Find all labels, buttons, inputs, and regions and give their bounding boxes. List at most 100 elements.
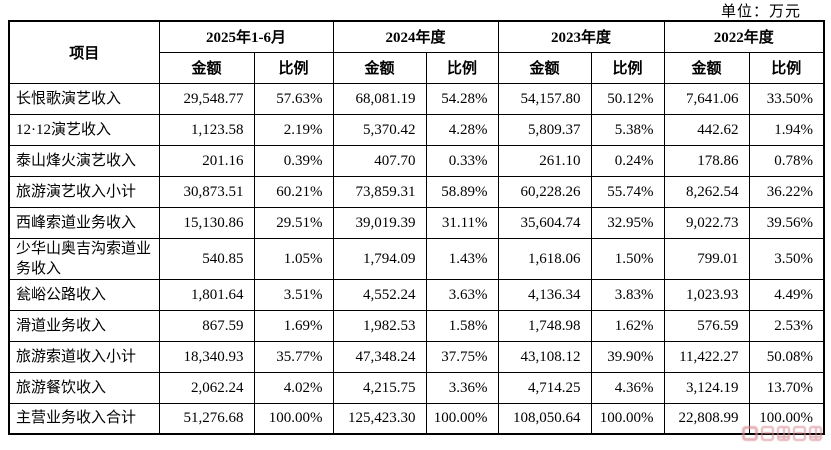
subheader-ratio: 比例 <box>748 51 825 84</box>
row-label: 旅游索道收入小计 <box>8 340 160 373</box>
ratio-cell: 1.58% <box>425 309 499 342</box>
row-label: 主营业务收入合计 <box>8 402 160 435</box>
ratio-cell: 35.77% <box>253 340 334 373</box>
table-row: 西峰索道业务收入 15,130.86 29.51% 39,019.39 31.1… <box>8 206 825 239</box>
table-row: 瓮峪公路收入 1,801.64 3.51% 4,552.24 3.63% 4,1… <box>8 278 825 311</box>
ratio-cell: 0.78% <box>748 144 825 177</box>
amount-cell: 1,618.06 <box>497 237 592 280</box>
amount-cell: 9,022.73 <box>663 206 750 239</box>
ratio-cell: 1.62% <box>590 309 665 342</box>
ratio-cell: 3.63% <box>425 278 499 311</box>
ratio-cell: 3.50% <box>748 237 825 280</box>
amount-cell: 30,873.51 <box>158 175 255 208</box>
row-label: 旅游演艺收入小计 <box>8 175 160 208</box>
ratio-cell: 1.69% <box>253 309 334 342</box>
subheader-amount: 金额 <box>663 51 750 84</box>
row-label: 少华山奥吉沟索道业务收入 <box>8 237 160 280</box>
amount-cell: 35,604.74 <box>497 206 592 239</box>
subheader-ratio: 比例 <box>253 51 334 84</box>
amount-cell: 68,081.19 <box>332 82 427 115</box>
amount-cell: 4,714.25 <box>497 371 592 404</box>
table-row: 旅游索道收入小计 18,340.93 35.77% 47,348.24 37.7… <box>8 340 825 373</box>
amount-cell: 1,982.53 <box>332 309 427 342</box>
ratio-cell: 50.08% <box>748 340 825 373</box>
amount-cell: 54,157.80 <box>497 82 592 115</box>
amount-cell: 1,801.64 <box>158 278 255 311</box>
row-label: 12·12演艺收入 <box>8 113 160 146</box>
ratio-cell: 29.51% <box>253 206 334 239</box>
ratio-cell: 60.21% <box>253 175 334 208</box>
amount-cell: 60,228.26 <box>497 175 592 208</box>
ratio-cell: 2.53% <box>748 309 825 342</box>
amount-cell: 8,262.54 <box>663 175 750 208</box>
subheader-amount: 金额 <box>332 51 427 84</box>
ratio-cell: 2.19% <box>253 113 334 146</box>
revenue-breakdown-table: 项目 2025年1-6月 2024年度 2023年度 2022年度 金额 比例 … <box>8 20 826 435</box>
subheader-ratio: 比例 <box>425 51 499 84</box>
amount-cell: 2,062.24 <box>158 371 255 404</box>
ratio-cell: 100.00% <box>425 402 499 435</box>
amount-cell: 799.01 <box>663 237 750 280</box>
row-label: 旅游餐饮收入 <box>8 371 160 404</box>
amount-cell: 5,809.37 <box>497 113 592 146</box>
ratio-cell: 13.70% <box>748 371 825 404</box>
amount-cell: 540.85 <box>158 237 255 280</box>
ratio-cell: 1.50% <box>590 237 665 280</box>
ratio-cell: 5.38% <box>590 113 665 146</box>
amount-cell: 3,124.19 <box>663 371 750 404</box>
ratio-cell: 1.43% <box>425 237 499 280</box>
ratio-cell: 100.00% <box>590 402 665 435</box>
ratio-cell: 4.28% <box>425 113 499 146</box>
ratio-cell: 57.63% <box>253 82 334 115</box>
header-sub-row: 金额 比例 金额 比例 金额 比例 金额 比例 <box>9 51 825 84</box>
amount-cell: 201.16 <box>158 144 255 177</box>
amount-cell: 442.62 <box>663 113 750 146</box>
amount-cell: 576.59 <box>663 309 750 342</box>
ratio-cell: 4.49% <box>748 278 825 311</box>
ratio-cell: 3.36% <box>425 371 499 404</box>
table-row: 泰山烽火演艺收入 201.16 0.39% 407.70 0.33% 261.1… <box>8 144 825 177</box>
row-label: 西峰索道业务收入 <box>8 206 160 239</box>
amount-cell: 11,422.27 <box>663 340 750 373</box>
ratio-cell: 100.00% <box>748 402 825 435</box>
amount-cell: 178.86 <box>663 144 750 177</box>
row-label: 滑道业务收入 <box>8 309 160 342</box>
amount-cell: 1,023.93 <box>663 278 750 311</box>
row-label: 瓮峪公路收入 <box>8 278 160 311</box>
ratio-cell: 0.39% <box>253 144 334 177</box>
amount-cell: 4,552.24 <box>332 278 427 311</box>
amount-cell: 1,748.98 <box>497 309 592 342</box>
ratio-cell: 32.95% <box>590 206 665 239</box>
ratio-cell: 36.22% <box>748 175 825 208</box>
ratio-cell: 37.75% <box>425 340 499 373</box>
ratio-cell: 3.51% <box>253 278 334 311</box>
amount-cell: 43,108.12 <box>497 340 592 373</box>
amount-cell: 1,123.58 <box>158 113 255 146</box>
ratio-cell: 54.28% <box>425 82 499 115</box>
ratio-cell: 4.02% <box>253 371 334 404</box>
ratio-cell: 39.56% <box>748 206 825 239</box>
ratio-cell: 100.00% <box>253 402 334 435</box>
amount-cell: 108,050.64 <box>497 402 592 435</box>
amount-cell: 261.10 <box>497 144 592 177</box>
subheader-amount: 金额 <box>158 51 255 84</box>
unit-label: 单位：万元 <box>720 4 801 20</box>
ratio-cell: 0.24% <box>590 144 665 177</box>
amount-cell: 4,136.34 <box>497 278 592 311</box>
column-header-item: 项目 <box>8 20 160 84</box>
ratio-cell: 0.33% <box>425 144 499 177</box>
period-header-2025h1: 2025年1-6月 <box>158 20 334 53</box>
amount-cell: 125,423.30 <box>332 402 427 435</box>
amount-cell: 407.70 <box>332 144 427 177</box>
period-header-2022: 2022年度 <box>663 20 825 53</box>
table-row: 主营业务收入合计 51,276.68 100.00% 125,423.30 10… <box>8 402 825 435</box>
row-label: 泰山烽火演艺收入 <box>8 144 160 177</box>
amount-cell: 4,215.75 <box>332 371 427 404</box>
amount-cell: 15,130.86 <box>158 206 255 239</box>
amount-cell: 18,340.93 <box>158 340 255 373</box>
ratio-cell: 1.05% <box>253 237 334 280</box>
ratio-cell: 33.50% <box>748 82 825 115</box>
amount-cell: 22,808.99 <box>663 402 750 435</box>
table-row: 12·12演艺收入 1,123.58 2.19% 5,370.42 4.28% … <box>8 113 825 146</box>
subheader-amount: 金额 <box>497 51 592 84</box>
